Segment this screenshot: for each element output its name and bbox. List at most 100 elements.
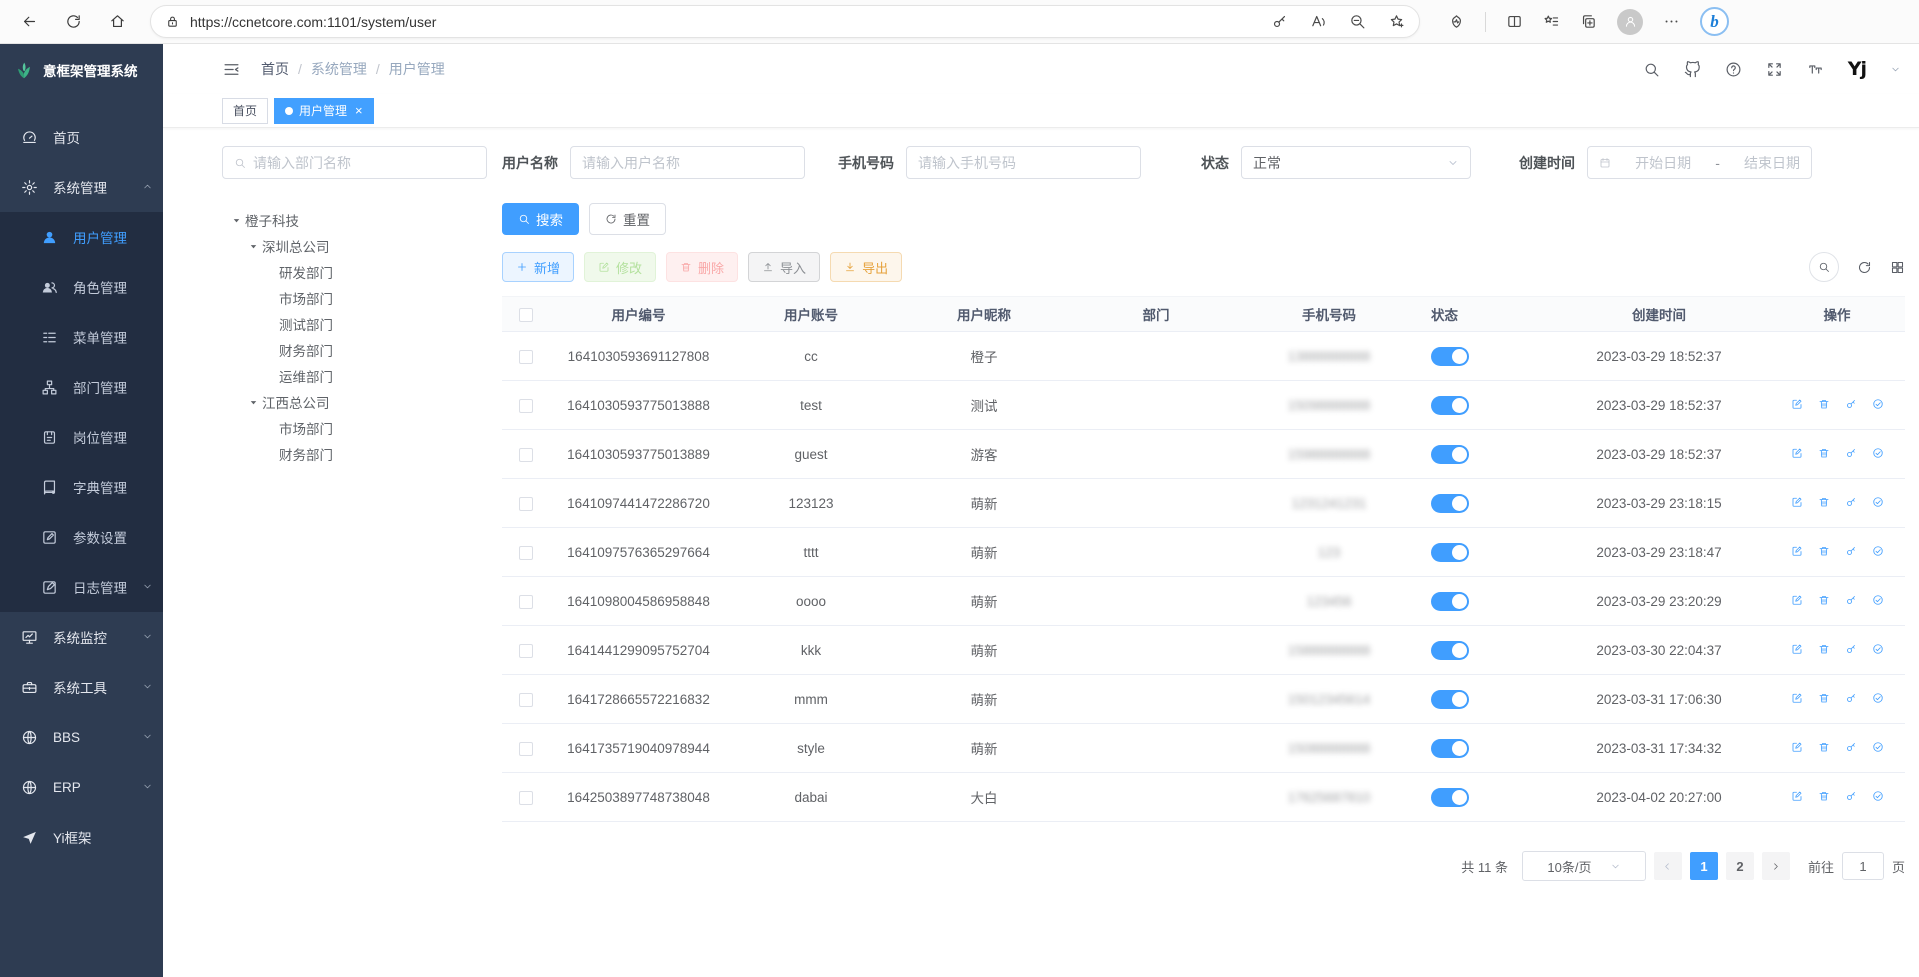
read-aloud-icon[interactable] — [1310, 13, 1327, 30]
tree-node-label[interactable]: 研发部门 — [279, 266, 333, 281]
fullscreen-icon[interactable] — [1766, 61, 1783, 78]
reset-password-icon[interactable] — [1845, 692, 1857, 704]
reset-password-icon[interactable] — [1845, 447, 1857, 459]
sidebar-item[interactable]: Yi框架 — [0, 812, 163, 862]
edit-user-icon[interactable] — [1791, 692, 1803, 704]
page-number-button[interactable]: 2 — [1725, 852, 1754, 880]
dept-name-field[interactable] — [253, 154, 475, 171]
status-toggle[interactable] — [1431, 640, 1469, 660]
status-toggle[interactable] — [1431, 395, 1469, 415]
tree-node[interactable]: 橙子科技 — [222, 207, 487, 233]
edit-user-icon[interactable] — [1791, 594, 1803, 606]
delete-user-icon[interactable] — [1818, 447, 1830, 459]
assign-role-icon[interactable] — [1872, 398, 1884, 410]
reset-password-icon[interactable] — [1845, 643, 1857, 655]
tree-node[interactable]: 测试部门 — [222, 311, 487, 337]
tree-node-label[interactable]: 测试部门 — [279, 318, 333, 333]
favorites-icon[interactable] — [1543, 13, 1560, 30]
import-button[interactable]: 导入 — [748, 252, 821, 282]
user-avatar[interactable]: Yj — [1847, 58, 1867, 80]
status-toggle[interactable] — [1431, 444, 1469, 464]
edit-user-icon[interactable] — [1791, 447, 1803, 459]
breadcrumb-home[interactable]: 首页 — [261, 61, 289, 77]
tab-close-icon[interactable]: × — [355, 103, 363, 118]
tree-node[interactable]: 研发部门 — [222, 259, 487, 285]
url-text[interactable]: https://ccnetcore.com:1101/system/user — [190, 13, 437, 30]
row-checkbox[interactable] — [519, 398, 533, 413]
edit-user-icon[interactable] — [1791, 790, 1803, 802]
browser-home-button[interactable] — [102, 7, 132, 37]
edit-user-icon[interactable] — [1791, 398, 1803, 410]
password-key-icon[interactable] — [1271, 13, 1288, 30]
header-search-icon[interactable] — [1643, 61, 1660, 78]
tree-node[interactable]: 运维部门 — [222, 363, 487, 389]
browser-back-button[interactable] — [14, 7, 44, 37]
avatar-caret-icon[interactable] — [1890, 64, 1901, 75]
page-number-button[interactable]: 1 — [1689, 852, 1718, 880]
bing-chat-icon[interactable]: b — [1700, 7, 1729, 36]
app-logo[interactable]: 意框架管理系统 — [0, 44, 163, 96]
tree-node[interactable]: 江西总公司 — [222, 389, 487, 415]
username-input[interactable] — [570, 146, 805, 179]
row-checkbox[interactable] — [519, 643, 533, 658]
sidebar-item[interactable]: BBS — [0, 712, 163, 762]
breadcrumb-system[interactable]: 系统管理 — [310, 61, 367, 77]
tab-user-management[interactable]: 用户管理 × — [274, 97, 374, 124]
reset-password-icon[interactable] — [1845, 496, 1857, 508]
select-all-checkbox[interactable] — [519, 307, 533, 322]
phone-input[interactable] — [906, 146, 1141, 179]
status-toggle[interactable] — [1431, 542, 1469, 562]
page-size-select[interactable]: 10条/页 — [1521, 851, 1646, 881]
tree-node-label[interactable]: 财务部门 — [279, 448, 333, 463]
tree-node[interactable]: 市场部门 — [222, 285, 487, 311]
hamburger-icon[interactable] — [222, 60, 241, 79]
assign-role-icon[interactable] — [1872, 496, 1884, 508]
sidebar-item[interactable]: 字典管理 — [0, 462, 163, 512]
prev-page-button[interactable] — [1653, 852, 1682, 880]
column-settings-icon[interactable] — [1890, 260, 1905, 275]
sidebar-item[interactable]: 菜单管理 — [0, 312, 163, 362]
status-toggle[interactable] — [1431, 346, 1469, 366]
delete-user-icon[interactable] — [1818, 545, 1830, 557]
tree-node[interactable]: 财务部门 — [222, 441, 487, 467]
delete-user-icon[interactable] — [1818, 790, 1830, 802]
sidebar-item[interactable]: 角色管理 — [0, 262, 163, 312]
github-icon[interactable] — [1684, 61, 1701, 78]
tree-node-label[interactable]: 江西总公司 — [262, 396, 330, 411]
sidebar-item[interactable]: 部门管理 — [0, 362, 163, 412]
collections-icon[interactable] — [1580, 13, 1597, 30]
assign-role-icon[interactable] — [1872, 545, 1884, 557]
export-button[interactable]: 导出 — [830, 252, 903, 282]
browser-menu-icon[interactable] — [1663, 13, 1680, 30]
delete-button[interactable]: 删除 — [666, 252, 739, 282]
tree-node-label[interactable]: 运维部门 — [279, 370, 333, 385]
dept-search-input[interactable] — [222, 146, 487, 179]
row-checkbox[interactable] — [519, 790, 533, 805]
tree-expand-icon[interactable] — [245, 397, 262, 408]
reset-button[interactable]: 重置 — [589, 203, 666, 235]
search-button[interactable]: 搜索 — [502, 203, 579, 235]
tree-node-label[interactable]: 市场部门 — [279, 292, 333, 307]
status-toggle[interactable] — [1431, 738, 1469, 758]
row-checkbox[interactable] — [519, 692, 533, 707]
row-checkbox[interactable] — [519, 741, 533, 756]
goto-page-input[interactable] — [1841, 852, 1884, 880]
sidebar-item[interactable]: 用户管理 — [0, 212, 163, 262]
date-range-picker[interactable]: 开始日期 - 结束日期 — [1587, 146, 1812, 179]
assign-role-icon[interactable] — [1872, 447, 1884, 459]
font-size-icon[interactable] — [1807, 61, 1824, 78]
address-bar[interactable]: https://ccnetcore.com:1101/system/user — [150, 5, 1420, 38]
assign-role-icon[interactable] — [1872, 594, 1884, 606]
sidebar-item[interactable]: ERP — [0, 762, 163, 812]
add-button[interactable]: 新增 — [502, 252, 575, 282]
zoom-out-icon[interactable] — [1349, 13, 1366, 30]
reset-password-icon[interactable] — [1845, 790, 1857, 802]
status-toggle[interactable] — [1431, 591, 1469, 611]
edit-user-icon[interactable] — [1791, 741, 1803, 753]
next-page-button[interactable] — [1761, 852, 1790, 880]
edit-button[interactable]: 修改 — [584, 252, 657, 282]
delete-user-icon[interactable] — [1818, 496, 1830, 508]
row-checkbox[interactable] — [519, 349, 533, 364]
status-select[interactable]: 正常 — [1241, 146, 1471, 179]
reset-password-icon[interactable] — [1845, 545, 1857, 557]
